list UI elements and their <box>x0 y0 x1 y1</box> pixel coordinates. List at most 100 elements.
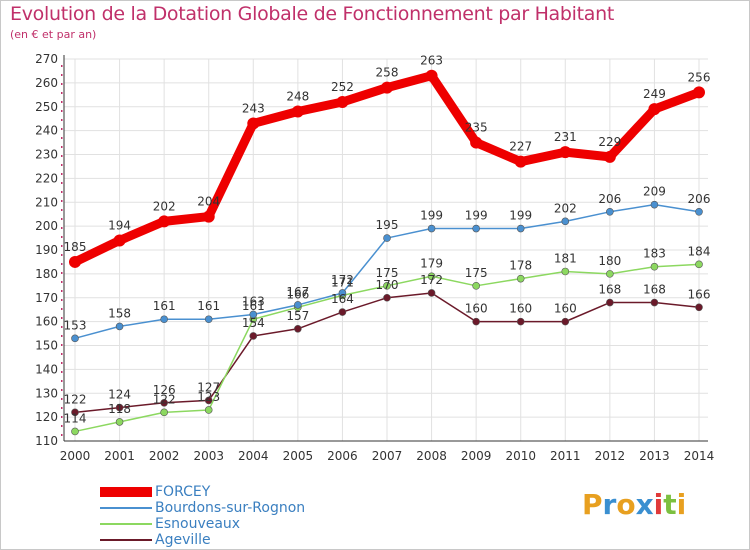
y-axis-accent <box>61 299 63 301</box>
data-label: 202 <box>153 199 176 213</box>
y-axis-accent <box>61 380 63 382</box>
data-label: 160 <box>465 302 488 316</box>
y-axis-accent <box>61 281 63 283</box>
data-label: 243 <box>242 101 265 115</box>
data-point <box>648 103 661 116</box>
data-point <box>514 155 527 168</box>
data-label: 157 <box>286 309 309 323</box>
legend-swatch-bourdons <box>100 507 152 509</box>
data-point <box>472 317 480 326</box>
data-point <box>427 289 436 297</box>
data-point <box>606 298 614 307</box>
data-point <box>204 315 213 324</box>
y-tick-label: 250 <box>35 100 58 114</box>
y-axis-accent <box>61 101 63 103</box>
data-point <box>383 234 391 242</box>
data-point <box>249 310 258 319</box>
y-axis-accent <box>61 128 63 130</box>
data-point <box>606 270 614 278</box>
data-label: 185 <box>64 240 87 254</box>
proxiti-logo: Proxiti <box>582 488 686 521</box>
x-tick-label: 2007 <box>372 449 403 463</box>
data-label: 235 <box>465 121 488 135</box>
y-axis-accent <box>61 434 63 436</box>
data-label: 202 <box>554 201 577 215</box>
data-point <box>383 282 391 290</box>
data-point <box>71 334 79 343</box>
x-tick-label: 2013 <box>639 449 670 463</box>
data-point <box>158 215 171 228</box>
data-point <box>381 81 393 94</box>
data-label: 263 <box>420 54 443 68</box>
x-tick-label: 2006 <box>327 449 358 463</box>
data-point <box>425 69 438 82</box>
y-axis-accent <box>61 416 63 418</box>
data-point <box>606 208 614 216</box>
y-axis-accent <box>61 371 63 373</box>
data-label: 160 <box>509 302 532 316</box>
y-axis-accent <box>61 407 63 409</box>
y-axis-accent <box>61 110 63 112</box>
data-label: 164 <box>331 292 354 306</box>
data-label: 256 <box>688 70 711 84</box>
data-point <box>516 224 525 233</box>
data-label: 123 <box>197 390 220 404</box>
y-tick-label: 140 <box>35 362 58 376</box>
data-point <box>115 403 124 412</box>
chart-subtitle: (en € et par an) <box>10 28 97 41</box>
legend-swatch-ageville <box>100 539 152 541</box>
data-point <box>71 408 79 417</box>
data-point <box>559 146 572 159</box>
data-point <box>202 210 215 223</box>
data-label: 172 <box>331 273 354 287</box>
x-tick-label: 2010 <box>505 449 536 463</box>
data-point <box>160 398 168 407</box>
data-label: 178 <box>509 259 532 273</box>
data-label: 114 <box>64 411 87 425</box>
data-point <box>561 317 570 326</box>
y-axis-accent <box>61 308 63 310</box>
data-label: 170 <box>376 278 399 292</box>
data-point <box>291 105 304 118</box>
y-tick-label: 270 <box>35 52 58 66</box>
data-label: 171 <box>331 275 354 289</box>
data-point <box>338 308 347 316</box>
y-axis-accent <box>61 74 63 76</box>
data-label: 194 <box>108 218 131 232</box>
y-tick-label: 190 <box>35 243 58 257</box>
y-tick-label: 180 <box>35 267 58 281</box>
data-point <box>516 317 525 326</box>
data-label: 204 <box>197 195 220 209</box>
data-label: 206 <box>688 192 711 206</box>
data-label: 183 <box>643 247 666 261</box>
logo-letter: x <box>635 488 654 521</box>
data-label: 248 <box>286 90 309 104</box>
legend-swatch-forcey <box>100 487 152 497</box>
data-label: 199 <box>420 209 443 223</box>
data-label: 154 <box>242 316 265 330</box>
y-axis-accent <box>61 218 63 220</box>
data-point <box>247 117 260 130</box>
y-axis-accent <box>61 353 63 355</box>
logo-letter: i <box>676 488 687 521</box>
data-point <box>427 224 436 233</box>
data-label: 181 <box>554 251 577 265</box>
data-label: 258 <box>376 66 399 80</box>
legend-label-ageville: Ageville <box>155 532 211 548</box>
y-axis-accent <box>61 344 63 346</box>
data-point <box>650 200 659 209</box>
data-point <box>115 322 124 331</box>
data-point <box>516 274 525 283</box>
data-point <box>695 208 703 216</box>
y-axis-accent <box>61 83 63 85</box>
data-label: 118 <box>108 402 131 416</box>
y-axis-accent <box>61 227 63 229</box>
data-label: 179 <box>420 256 443 270</box>
y-axis-accent <box>61 335 63 337</box>
y-axis-accent <box>61 263 63 265</box>
legend-swatch-esnouveaux <box>100 523 152 525</box>
data-label: 124 <box>108 388 131 402</box>
y-tick-label: 170 <box>35 291 58 305</box>
data-label: 199 <box>465 209 488 223</box>
y-axis-accent <box>61 155 63 157</box>
